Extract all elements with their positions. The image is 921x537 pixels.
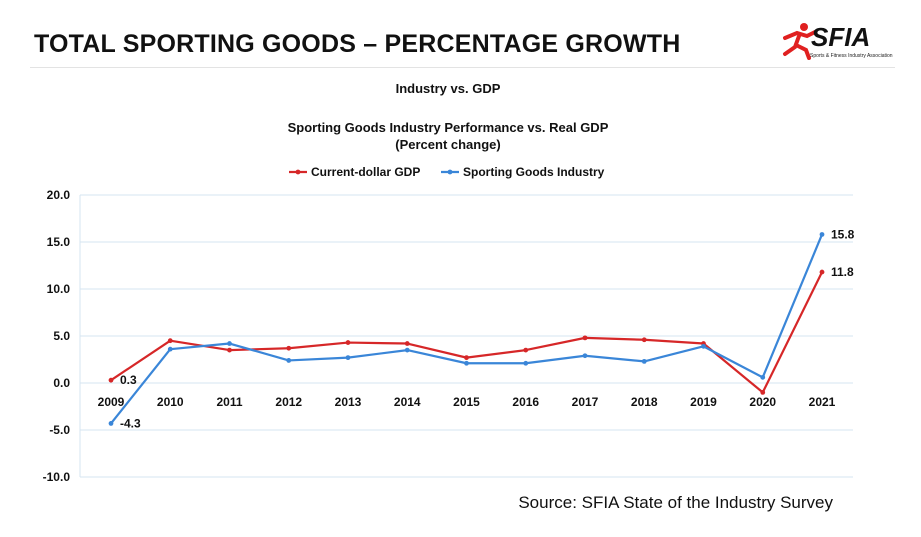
chart-title: Sporting Goods Industry Performance vs. … <box>288 120 609 135</box>
data-point <box>641 337 647 343</box>
data-point <box>404 341 410 346</box>
line-chart: Industry vs. GDP Sporting Goods Industry… <box>0 70 921 537</box>
chart-series <box>108 232 825 426</box>
data-point <box>227 347 232 353</box>
y-axis-ticks: 20.0 15.0 10.0 5.0 0.0 -5.0 -10.0 <box>43 188 71 484</box>
data-point <box>286 345 292 351</box>
x-tick-label: 2010 <box>157 395 184 409</box>
data-point <box>464 360 469 366</box>
data-point <box>819 232 825 237</box>
y-tick-label: 15.0 <box>47 235 71 249</box>
legend-marker <box>447 169 453 175</box>
x-tick-label: 2020 <box>749 395 776 409</box>
data-point <box>641 358 647 364</box>
data-point <box>286 358 292 363</box>
data-point <box>701 343 706 349</box>
x-tick-label: 2012 <box>275 395 302 409</box>
y-tick-label: 20.0 <box>47 188 71 202</box>
data-labels: 0.3 -4.3 15.8 11.8 <box>120 227 855 430</box>
data-point <box>167 338 173 344</box>
x-tick-label: 2011 <box>216 395 242 409</box>
logo-wordmark: SFIA <box>811 22 871 52</box>
x-tick-label: 2009 <box>98 395 125 409</box>
y-tick-label: 5.0 <box>53 329 70 343</box>
data-point <box>523 360 529 366</box>
chart-legend: Current-dollar GDP Sporting Goods Industr… <box>289 165 605 179</box>
legend-label: Sporting Goods Industry <box>463 165 605 179</box>
data-point <box>582 353 588 359</box>
x-axis-ticks: 2009 2010 2011 2012 2013 2014 2015 2016 2017 2018… <box>98 395 836 409</box>
y-tick-label: -5.0 <box>49 423 70 437</box>
x-tick-label: 2018 <box>631 395 658 409</box>
data-point <box>819 269 825 275</box>
x-tick-label: 2016 <box>512 395 539 409</box>
data-point <box>108 377 114 383</box>
data-label: 11.8 <box>831 265 854 279</box>
x-tick-label: 2017 <box>572 395 599 409</box>
data-point <box>760 374 766 380</box>
data-point <box>345 340 351 345</box>
chart-supertitle: Industry vs. GDP <box>396 81 501 96</box>
sfia-logo: SFIA Sports & Fitness Industry Associati… <box>779 20 899 64</box>
source-note: Source: SFIA State of the Industry Surve… <box>518 493 833 512</box>
legend-marker <box>295 169 301 175</box>
x-tick-label: 2015 <box>453 395 480 409</box>
data-label: 15.8 <box>831 227 855 241</box>
data-point <box>404 347 410 353</box>
x-tick-label: 2021 <box>809 395 836 409</box>
chart-svg: Industry vs. GDP Sporting Goods Industry… <box>43 81 855 512</box>
y-tick-label: 0.0 <box>53 376 70 390</box>
data-point <box>108 421 114 426</box>
legend-label: Current-dollar GDP <box>311 165 420 179</box>
data-label: 0.3 <box>120 373 137 387</box>
page-title: TOTAL SPORTING GOODS – PERCENTAGE GROWTH <box>34 30 681 58</box>
data-point <box>523 347 529 353</box>
data-point <box>167 346 173 352</box>
data-label: -4.3 <box>120 416 141 430</box>
data-point <box>582 335 588 341</box>
chart-subtitle: (Percent change) <box>395 137 500 152</box>
x-tick-label: 2019 <box>690 395 717 409</box>
data-point <box>345 355 351 361</box>
logo-subtext: Sports & Fitness Industry Association <box>810 53 893 59</box>
y-tick-label: -10.0 <box>43 470 71 484</box>
x-tick-label: 2013 <box>335 395 362 409</box>
data-point <box>464 355 469 361</box>
header-divider <box>30 67 895 68</box>
data-point <box>227 341 232 346</box>
y-tick-label: 10.0 <box>47 282 71 296</box>
data-point <box>760 390 766 395</box>
x-tick-label: 2014 <box>394 395 421 409</box>
runner-icon <box>783 23 817 60</box>
series-line <box>110 271 823 394</box>
chart-grid <box>79 194 853 478</box>
